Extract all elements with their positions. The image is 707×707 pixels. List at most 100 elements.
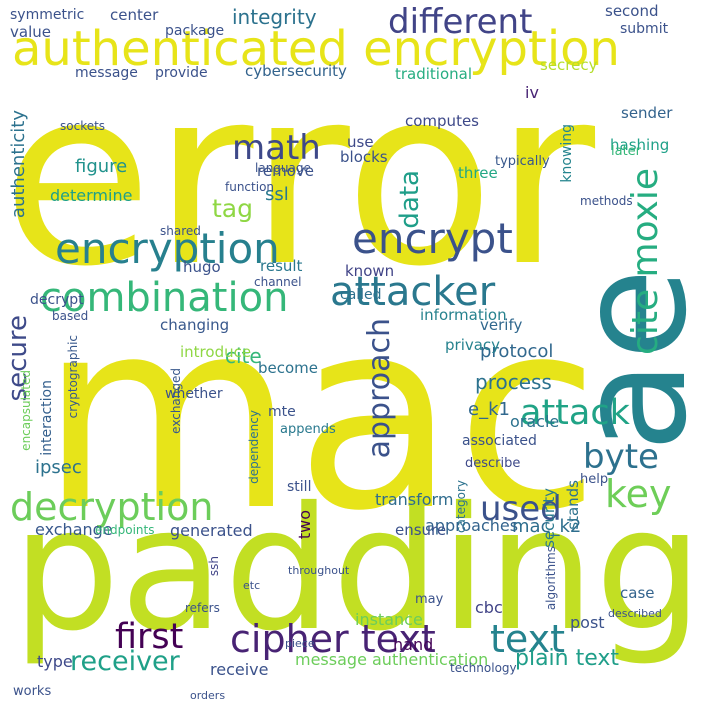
cloud-word: case [620, 584, 655, 602]
cloud-word: result [260, 257, 303, 275]
cloud-word: value [10, 23, 51, 41]
cloud-word: center [110, 6, 159, 24]
cloud-word: encryption [55, 224, 280, 273]
cloud-word: verify [480, 316, 523, 334]
cloud-word: message authentication [295, 650, 489, 669]
cloud-word: decrypt [30, 292, 84, 308]
cloud-word: integrity [232, 5, 317, 29]
cloud-word: type [37, 652, 73, 671]
cloud-word: dependency [247, 410, 261, 484]
cloud-word: hashing [610, 136, 670, 154]
cloud-word: endpoints [95, 523, 155, 537]
cloud-word: three [458, 164, 498, 182]
cloud-word: algorithms [544, 546, 558, 611]
cloud-word: hugo [183, 258, 221, 276]
cloud-word: ensure [395, 521, 447, 539]
cloud-word: different [388, 2, 533, 42]
cloud-word: byte [583, 437, 659, 477]
cloud-word: mac [40, 263, 600, 568]
cloud-word: second [605, 2, 659, 20]
cloud-word: still [287, 479, 312, 495]
cloud-word: oracle [510, 412, 560, 431]
cloud-word: encapsulated [19, 370, 33, 451]
cloud-word: approaches [425, 516, 519, 535]
cloud-word: math [232, 128, 321, 168]
cloud-word: whether [165, 386, 223, 402]
cloud-word: computes [405, 112, 479, 130]
cloud-word: knowing [559, 124, 575, 183]
cloud-word: secrecy [540, 56, 598, 74]
cloud-word: first [115, 617, 184, 657]
cloud-word: function [225, 180, 275, 194]
cloud-word: cite [225, 344, 262, 368]
cloud-word: e_k1 [468, 399, 510, 420]
cloud-word: instance [355, 610, 423, 629]
cloud-word: decryption [10, 485, 214, 529]
cloud-word: later [611, 144, 642, 159]
cloud-word: cipher text [230, 617, 436, 661]
cloud-word: piece [285, 637, 315, 650]
cloud-word: introduce [180, 343, 252, 361]
cloud-word: mte [268, 404, 296, 420]
cloud-word: transform [375, 490, 454, 509]
cloud-word: refers [185, 601, 220, 615]
cloud-word: hand [393, 635, 434, 654]
cloud-word: ipsec [35, 457, 82, 478]
cloud-word: attack [520, 393, 630, 433]
cloud-word: ssl [265, 184, 289, 205]
cloud-word: protocol [480, 341, 554, 362]
cloud-word: receiver [70, 646, 180, 677]
cloud-word: known [345, 262, 395, 280]
cloud-word: exchanged [169, 368, 183, 434]
cloud-word: security [540, 488, 558, 548]
cloud-word: orders [190, 689, 226, 702]
cloud-word: remove [257, 162, 314, 180]
cloud-word: padding [12, 471, 703, 669]
cloud-word: generated [170, 521, 253, 540]
cloud-word: works [13, 684, 52, 699]
cloud-word: methods [580, 194, 633, 208]
cloud-word: etc [243, 579, 261, 592]
cloud-word: two [295, 510, 314, 540]
cloud-word: channel [254, 275, 302, 289]
cloud-word: help [580, 472, 609, 487]
cloud-word: ssh [207, 556, 221, 577]
cloud-word: associated [462, 433, 537, 449]
cloud-word: package [165, 23, 225, 39]
cloud-word: authenticated encryption [12, 21, 620, 77]
cloud-word: become [258, 359, 319, 377]
cloud-word: may [415, 592, 444, 607]
cloud-word: category [454, 480, 468, 534]
cloud-word: tag [212, 194, 253, 223]
cloud-word: provide [155, 65, 208, 81]
cloud-word: blocks [340, 148, 388, 166]
cloud-word: used [480, 489, 562, 529]
cloud-word: cybersecurity [245, 62, 347, 80]
cloud-word: throughout [288, 564, 350, 577]
cloud-word: mac_k2 [512, 516, 582, 537]
cloud-word: message [75, 65, 138, 81]
cloud-word: plain text [515, 646, 620, 671]
cloud-word: traditional [395, 65, 473, 83]
cloud-word: technology [450, 661, 517, 675]
cloud-word: information [420, 306, 507, 324]
cloud-word: interaction [39, 380, 55, 456]
cloud-word: authenticity [8, 110, 29, 219]
cloud-word: key [605, 472, 672, 516]
cloud-word: exchange [35, 520, 113, 539]
cloud-word: describe [465, 456, 521, 471]
cloud-word: post [570, 613, 605, 632]
cloud-word: iv [525, 83, 539, 102]
cloud-word: privacy [445, 336, 501, 354]
cloud-word: called [340, 287, 382, 303]
cloud-word: cbc [475, 598, 503, 617]
cloud-word: error [2, 35, 596, 320]
cloud-word: data [395, 170, 425, 229]
cloud-word: figure [75, 156, 128, 177]
cloud-word: based [52, 309, 89, 323]
cloud-word: approach [362, 318, 397, 459]
cloud-word: attacker [330, 269, 496, 315]
cloud-word: described [608, 607, 662, 620]
cloud-word: encrypt [352, 214, 513, 263]
